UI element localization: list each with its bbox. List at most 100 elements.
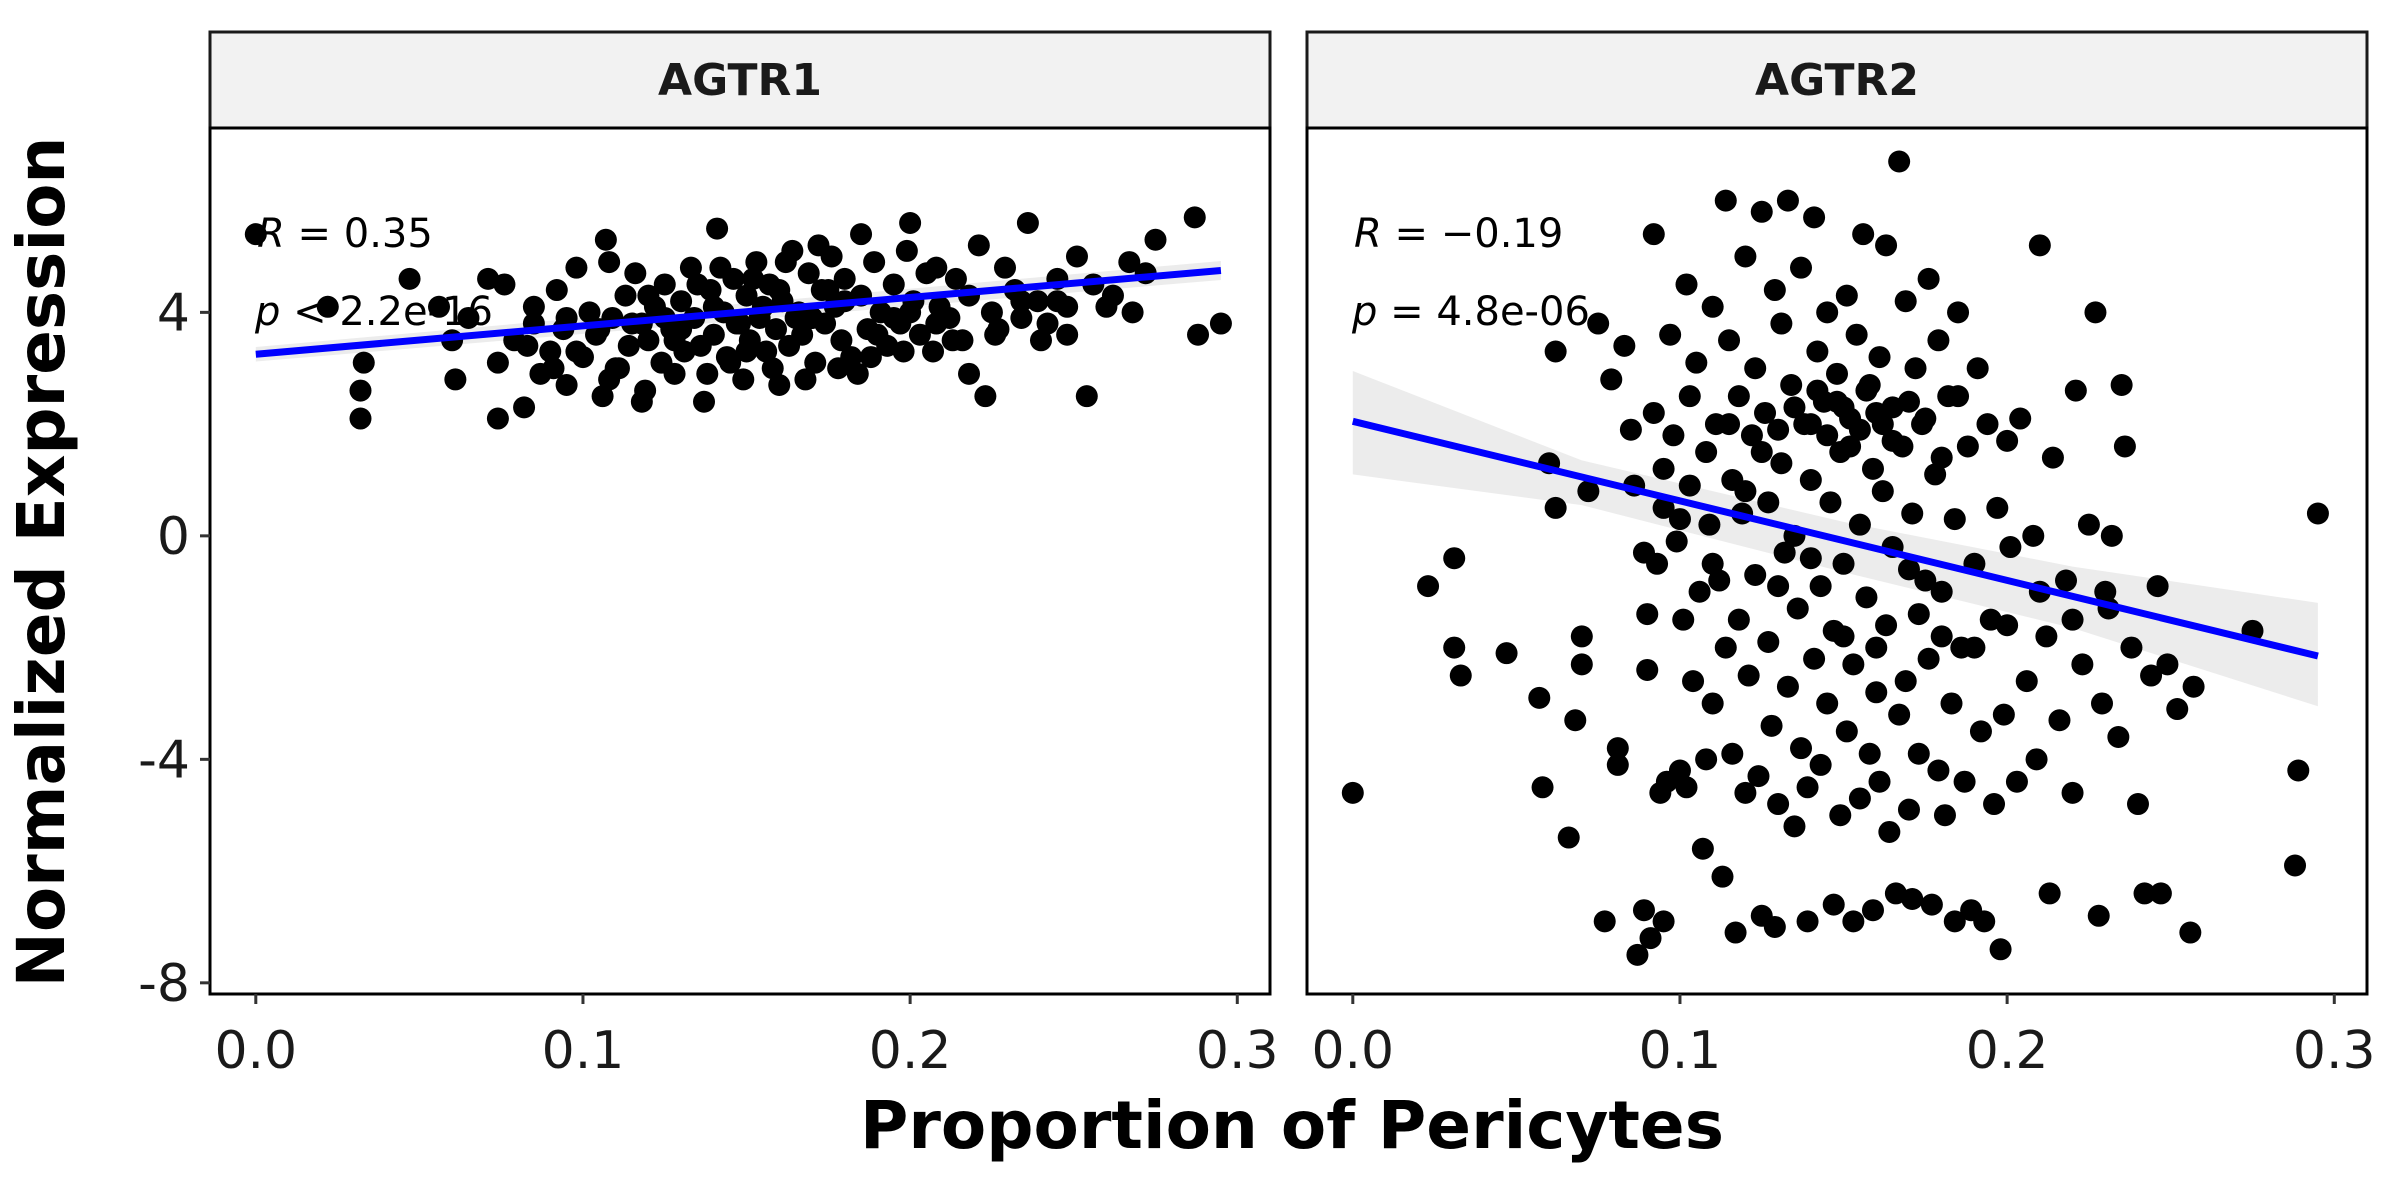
data-point [1845, 323, 1868, 346]
data-point [1767, 793, 1790, 816]
data-point [617, 334, 640, 357]
data-point [1809, 753, 1832, 776]
x-axis-title: Proportion of Pericytes [860, 1087, 1724, 1164]
data-point [1835, 720, 1858, 743]
data-point [1799, 413, 1822, 436]
data-point [637, 284, 660, 307]
data-point [1577, 480, 1600, 503]
data-point [2094, 580, 2117, 603]
data-point [1907, 742, 1930, 765]
data-point [1639, 927, 1662, 950]
data-point [735, 284, 758, 307]
correlation-r-text: R = −0.19 [1354, 211, 1563, 257]
data-point [1711, 865, 1734, 888]
data-point [1767, 575, 1790, 598]
data-point [693, 390, 716, 413]
data-point [1783, 396, 1806, 419]
data-point [882, 273, 905, 296]
data-point [1714, 636, 1737, 659]
data-point [1868, 770, 1891, 793]
data-point [1632, 899, 1655, 922]
data-point [1209, 312, 1232, 335]
data-point [797, 262, 820, 285]
data-point [1770, 452, 1793, 475]
data-point [2038, 882, 2061, 905]
data-point [516, 334, 539, 357]
data-point [1924, 463, 1947, 486]
data-point [768, 374, 791, 397]
x-tick-label: 0.0 [1311, 1021, 1394, 1081]
data-point [1875, 234, 1898, 257]
data-point [1668, 508, 1691, 531]
data-point [594, 228, 617, 251]
data-point [761, 357, 784, 380]
data-point [1917, 267, 1940, 290]
data-point [1816, 301, 1839, 324]
data-point [1606, 737, 1629, 760]
data-point [807, 234, 830, 257]
data-point [1776, 189, 1799, 212]
data-point [1799, 468, 1822, 491]
data-point [1443, 547, 1466, 570]
data-point [1816, 424, 1839, 447]
data-point [1678, 474, 1701, 497]
data-point [1734, 480, 1757, 503]
data-point [1672, 608, 1695, 631]
data-point [1528, 686, 1551, 709]
y-tick-label: 4 [157, 283, 190, 343]
data-point [653, 273, 676, 296]
data-point [1943, 910, 1966, 933]
data-point [1835, 284, 1858, 307]
data-point [1701, 295, 1724, 318]
y-tick-label: -4 [138, 730, 190, 790]
data-point [2064, 379, 2087, 402]
data-point [1662, 424, 1685, 447]
data-point [1721, 742, 1744, 765]
x-tick-label: 0.2 [1966, 1021, 2049, 1081]
data-point [899, 211, 922, 234]
data-point [984, 323, 1007, 346]
data-point [1646, 552, 1669, 575]
x-tick-label: 0.3 [1196, 1021, 1279, 1081]
data-point [1852, 223, 1875, 246]
data-point [2140, 664, 2163, 687]
data-point [1904, 357, 1927, 380]
data-point [908, 323, 931, 346]
data-point [764, 318, 787, 341]
data-point [1973, 910, 1996, 933]
data-point [1341, 781, 1364, 804]
data-point [1842, 653, 1865, 676]
data-point [882, 306, 905, 329]
data-point [1734, 245, 1757, 268]
data-point [2179, 921, 2202, 944]
data-point [1744, 357, 1767, 380]
data-point [974, 385, 997, 408]
data-point [1010, 306, 1033, 329]
data-point [892, 340, 915, 363]
correlation-r-text: R = 0.35 [257, 211, 433, 257]
data-point [1875, 614, 1898, 637]
data-point [1927, 329, 1950, 352]
regression-line [1351, 417, 2319, 660]
data-point [2022, 524, 2045, 547]
data-point [1626, 943, 1649, 966]
data-point [1675, 776, 1698, 799]
data-point [1036, 312, 1059, 335]
data-point [1881, 429, 1904, 452]
data-point [679, 256, 702, 279]
x-tick-label: 0.1 [1639, 1021, 1722, 1081]
data-point [1826, 390, 1848, 413]
data-point [702, 323, 725, 346]
data-point [1636, 658, 1659, 681]
x-tick-label: 0.1 [542, 1021, 625, 1081]
data-point [1832, 552, 1855, 575]
data-point [1897, 390, 1920, 413]
data-point [827, 357, 850, 380]
data-point [1619, 418, 1642, 441]
facet-label: AGTR2 [1755, 55, 1919, 106]
data-point [513, 396, 536, 419]
data-point [1740, 424, 1763, 447]
data-point [2048, 709, 2071, 732]
data-point [1417, 575, 1440, 598]
data-point [349, 379, 372, 402]
